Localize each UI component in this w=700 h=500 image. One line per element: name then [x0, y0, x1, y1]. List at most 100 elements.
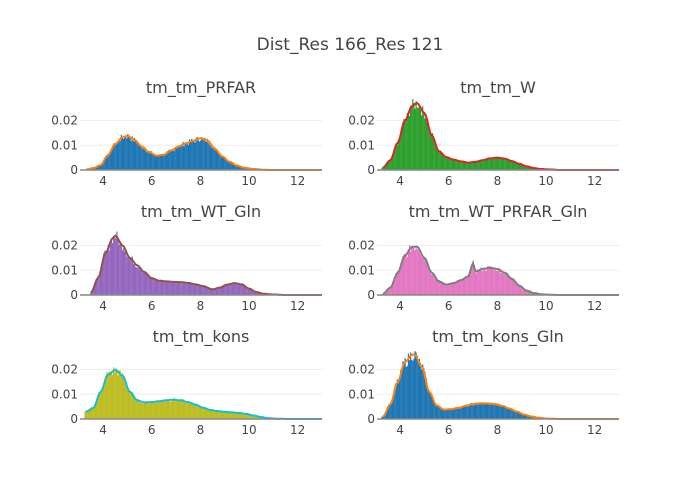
histogram-bar: [235, 413, 237, 419]
histogram-bar: [130, 140, 132, 170]
histogram-bar: [102, 259, 104, 295]
histogram-bar: [506, 272, 509, 295]
histogram-bar: [466, 162, 468, 170]
histogram-bar: [94, 284, 96, 295]
histogram-bar: [99, 391, 102, 419]
histogram-bar: [172, 149, 174, 170]
y-tick-label: 0: [70, 412, 78, 426]
histogram-bar: [175, 148, 177, 170]
histogram-bar: [529, 416, 532, 419]
histogram-bar: [532, 168, 534, 170]
histogram-bar: [432, 272, 434, 295]
histogram-bar: [388, 160, 390, 170]
histogram-bar: [388, 407, 390, 419]
y-tick-label: 0: [70, 163, 78, 177]
histogram-bar: [221, 156, 224, 170]
histogram-bar: [250, 414, 252, 419]
histogram-bar: [472, 162, 474, 170]
histogram-bar: [132, 264, 135, 295]
histogram-bar: [132, 141, 135, 170]
histogram-bar: [493, 157, 495, 170]
histogram-bar: [495, 404, 498, 419]
histogram-bar: [424, 371, 426, 419]
histogram-bar: [423, 257, 425, 295]
histogram-bar: [533, 168, 535, 170]
histogram-bar: [215, 411, 217, 419]
x-tick-label: 8: [197, 299, 205, 313]
histogram-bar: [201, 137, 203, 170]
histogram-bar: [524, 414, 526, 419]
histogram-bar: [419, 362, 422, 419]
histogram-bar: [386, 407, 389, 419]
histogram-bar: [213, 146, 215, 170]
histogram-bar: [474, 402, 477, 419]
histogram-bar: [461, 278, 463, 295]
histogram-bar: [139, 402, 141, 419]
histogram-bar: [258, 416, 260, 419]
histogram-bar: [405, 366, 407, 419]
histogram-bar: [139, 144, 141, 170]
histogram-bar: [126, 256, 128, 295]
histogram-bar: [238, 412, 240, 419]
histogram-bar: [105, 250, 107, 295]
histogram-bar: [246, 414, 248, 419]
histogram-bar: [502, 158, 504, 170]
histogram-bar: [98, 274, 100, 295]
histogram-bar: [500, 404, 502, 419]
histogram-bar: [104, 250, 106, 295]
histogram-bar: [176, 283, 179, 295]
histogram-bar: [254, 415, 257, 419]
histogram-bar: [451, 409, 454, 419]
histogram-bar: [390, 404, 392, 419]
histogram-bar: [99, 165, 102, 170]
histogram-bar: [397, 139, 400, 170]
histogram-bar: [384, 165, 386, 170]
histogram-bar: [95, 167, 97, 170]
histogram-bar: [190, 402, 192, 419]
histogram-bar: [97, 165, 99, 170]
histogram-bar: [130, 258, 132, 295]
histogram-bar: [384, 413, 386, 419]
histogram-bar: [166, 280, 169, 295]
histogram-bar: [382, 167, 384, 170]
histogram-bar: [494, 157, 496, 170]
histogram-bar: [385, 291, 388, 295]
histogram-bar: [237, 165, 239, 170]
histogram-bar: [419, 254, 422, 295]
histogram-bar: [483, 160, 485, 170]
histogram-bar: [245, 414, 247, 419]
histogram-bar: [231, 411, 234, 419]
histogram-bar: [187, 283, 190, 295]
histogram-bar: [469, 162, 471, 170]
histogram-bar: [173, 283, 175, 295]
histogram-bar: [511, 279, 513, 295]
histogram-bar: [124, 377, 126, 419]
histogram-bar: [516, 163, 518, 170]
histogram-bar: [242, 413, 245, 419]
histogram-bar: [150, 151, 152, 170]
histogram-bar: [240, 284, 242, 295]
histogram-bar: [206, 138, 208, 170]
histogram-bar: [207, 142, 209, 170]
histogram-bar: [238, 166, 240, 170]
x-tick-label: 8: [494, 174, 502, 188]
x-tick-label: 10: [538, 299, 553, 313]
histogram-bar: [402, 122, 404, 170]
panel-tm-tm-w: tm_tm_W 0 0.01 0.02 4 6 8 10 12: [348, 78, 619, 188]
histogram-bar: [531, 292, 533, 295]
histogram-bar: [383, 166, 385, 170]
histogram-bar: [447, 284, 449, 295]
x-tick-label: 6: [445, 174, 453, 188]
histogram-bar: [514, 161, 516, 170]
histogram-bar: [104, 380, 106, 419]
histogram-bar: [209, 145, 212, 170]
histogram-bar: [246, 287, 248, 295]
histogram-bar: [510, 160, 512, 170]
histogram-bar: [131, 391, 133, 419]
histogram-bar: [153, 401, 155, 419]
x-tick-label: 6: [445, 299, 453, 313]
panel-tm-tm-wt-prfar-gln: tm_tm_WT_PRFAR_Gln 0 0.01 0.02 4 6 8 10 12: [348, 202, 619, 313]
histogram-bar: [104, 159, 106, 170]
histogram-bar: [184, 144, 186, 170]
histogram-bar: [396, 379, 399, 419]
